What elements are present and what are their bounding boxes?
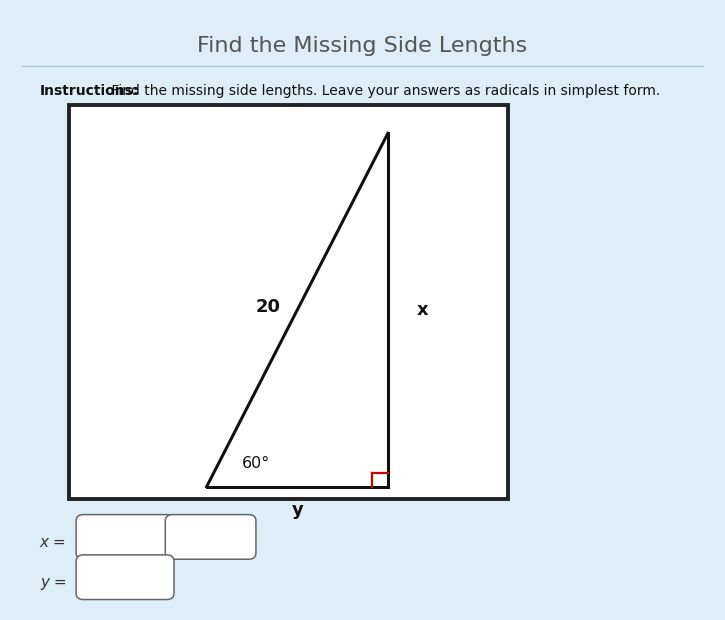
Text: Find the Missing Side Lengths: Find the Missing Side Lengths — [197, 37, 528, 56]
Text: Find the missing side lengths. Leave your answers as radicals in simplest form.: Find the missing side lengths. Leave you… — [107, 84, 660, 98]
Text: y: y — [291, 501, 303, 520]
FancyBboxPatch shape — [76, 515, 174, 559]
Bar — [69, 105, 508, 499]
Text: x: x — [417, 301, 428, 319]
FancyBboxPatch shape — [76, 555, 174, 600]
Text: Instructions:: Instructions: — [40, 84, 139, 98]
Text: 20: 20 — [256, 298, 281, 316]
Text: x =: x = — [40, 535, 67, 550]
FancyBboxPatch shape — [165, 515, 256, 559]
Text: y =: y = — [40, 575, 67, 590]
Text: 60°: 60° — [241, 456, 270, 471]
